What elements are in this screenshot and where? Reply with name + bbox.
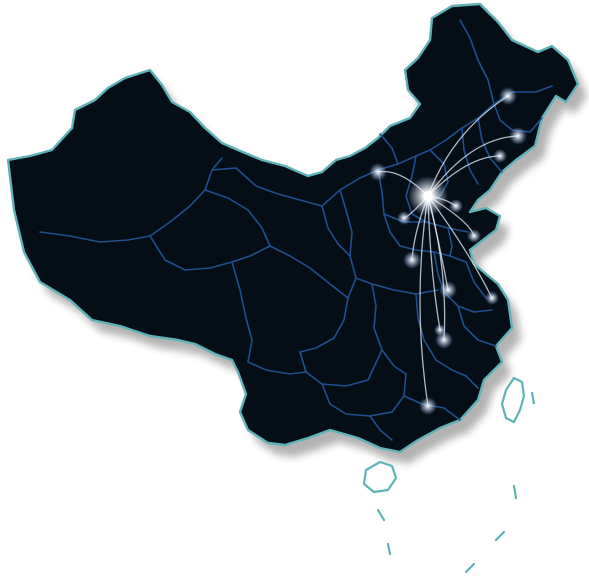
- dest-guangdong: [419, 397, 437, 415]
- dest-jiangsu: [485, 291, 499, 305]
- taiwan-strait-mark: [530, 391, 536, 405]
- dest-hebei: [397, 211, 411, 225]
- flow-line-guangdong: [419, 195, 429, 407]
- dest-henan: [403, 251, 421, 269]
- dest-shandong: [467, 229, 481, 243]
- dest-tianjin: [449, 199, 463, 213]
- south-sea-dash-line: [376, 484, 518, 574]
- dest-jiangxi: [434, 324, 446, 336]
- dest-inner-mongolia: [369, 163, 387, 181]
- destination-nodes: [369, 87, 527, 415]
- hainan-island: [362, 460, 398, 494]
- taiwan-island: [500, 376, 526, 424]
- dest-liaoning: [493, 149, 507, 163]
- hub-beijing: [423, 191, 433, 201]
- dest-heilongjiang: [499, 87, 517, 105]
- dest-anhui: [439, 281, 457, 299]
- dest-jilin: [509, 127, 527, 145]
